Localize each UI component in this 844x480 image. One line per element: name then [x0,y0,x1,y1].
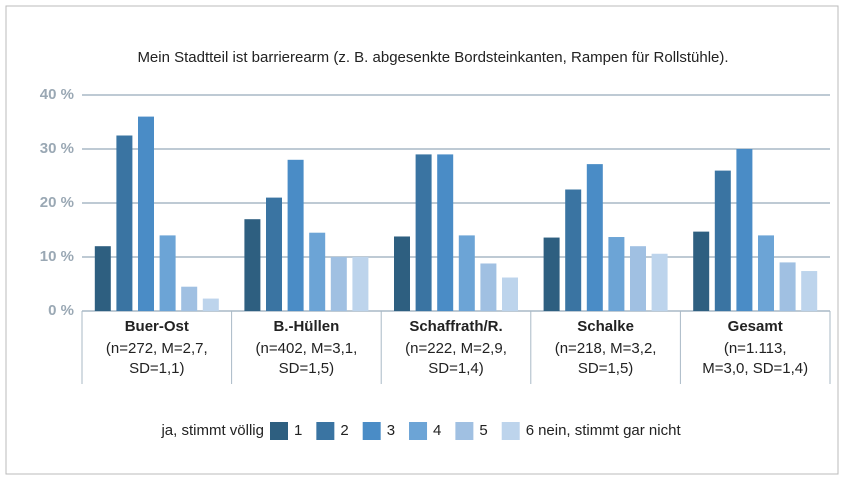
y-tick-label: 30 % [40,140,74,157]
bar [181,286,198,311]
x-tick-label: Schaffrath/R. [409,318,502,335]
chart-title: Mein Stadtteil ist barrierearm (z. B. ab… [137,49,728,66]
bar [801,271,818,311]
bar [330,257,347,311]
category-detail: (n=402, M=3,1, [256,340,358,357]
category-detail: SD=1,5) [578,360,633,377]
bar [714,170,731,311]
category-detail: (n=272, M=2,7, [106,340,208,357]
x-tick-label: Schalke [577,318,634,335]
bar [630,246,646,311]
category-detail: SD=1,5) [279,360,334,377]
bar [352,257,369,311]
legend-suffix: nein, stimmt gar nicht [538,422,681,439]
bar [586,164,603,311]
bar [138,116,154,311]
category-detail: M=3,0, SD=1,4) [702,360,808,377]
category-detail: SD=1,4) [428,360,483,377]
legend-prefix: ja, stimmt völlig [160,422,264,439]
legend-label: 3 [387,422,395,439]
bar [116,135,133,311]
legend-label: 2 [340,422,348,439]
bar [394,236,410,311]
legend-swatch [455,422,474,440]
bar [693,231,710,311]
legend-swatch [362,422,381,440]
legend-label: 5 [479,422,487,439]
x-tick-label: Gesamt [728,318,783,335]
category-detail: SD=1,1) [129,360,184,377]
bar [287,159,304,311]
bar [758,235,774,311]
bar [458,235,475,311]
legend-swatch [270,422,288,440]
bar [266,197,282,311]
x-tick-label: Buer-Ost [125,318,189,335]
bar [437,154,454,311]
bar [244,219,261,311]
bar [480,263,497,311]
bar [502,277,518,311]
y-tick-label: 40 % [40,86,74,103]
bar [651,253,668,311]
x-tick-label: B.-Hüllen [273,318,339,335]
bar [608,237,625,311]
category-detail: (n=218, M=3,2, [555,340,657,357]
category-detail: (n=1.113, [724,340,787,357]
bar [202,298,219,311]
bar [415,154,432,311]
bar [779,262,796,311]
legend-swatch [316,422,335,440]
category-detail: (n=222, M=2,9, [405,340,507,357]
frame [5,5,839,475]
bar [94,246,111,311]
bar [565,189,582,311]
bar [736,149,753,311]
y-tick-label: 20 % [40,194,74,211]
bar [309,232,326,311]
bar [543,237,560,311]
y-tick-label: 10 % [40,248,74,265]
legend-swatch [501,422,520,440]
legend-swatch [409,422,428,440]
legend-label: 4 [433,422,441,439]
bar [159,235,176,311]
legend-label: 1 [294,422,302,439]
legend-label: 6 [526,422,534,439]
y-tick-label: 0 % [48,302,74,319]
